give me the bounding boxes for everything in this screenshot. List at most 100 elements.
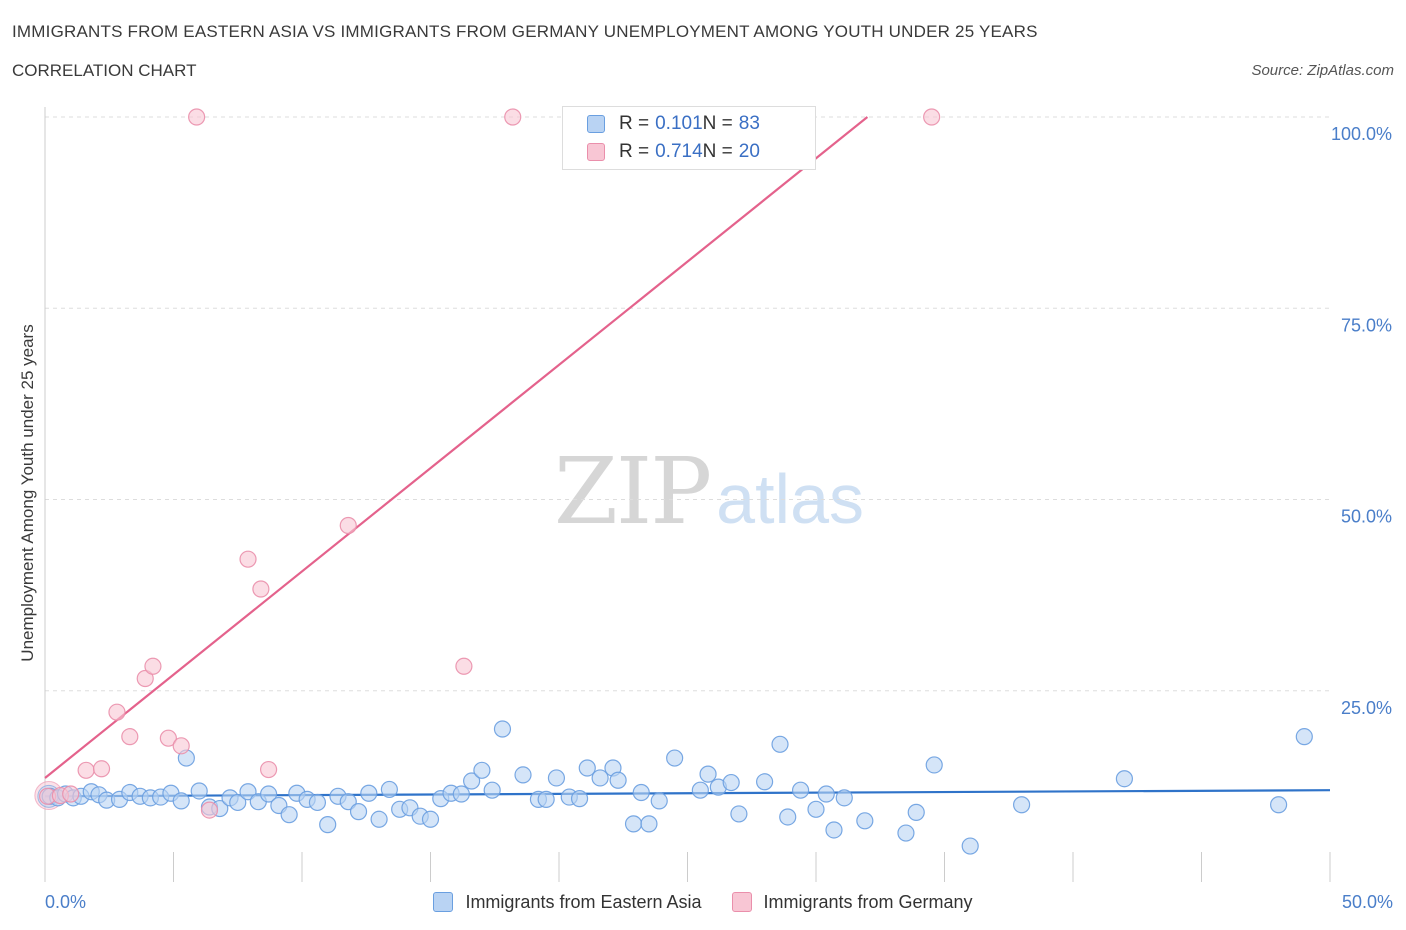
source-credit: Source: ZipAtlas.com	[1251, 62, 1394, 79]
point-eastern-asia	[172, 792, 190, 810]
point-eastern-asia	[578, 759, 596, 777]
point-germany	[121, 728, 139, 746]
point-eastern-asia	[835, 789, 853, 807]
x-tick-label-max: 50.0%	[1342, 892, 1393, 912]
point-germany	[172, 737, 190, 755]
trend-line-germany	[44, 116, 869, 779]
legend-item-germany: Immigrants from Germany	[731, 891, 973, 913]
point-eastern-asia	[319, 816, 337, 834]
data-points	[34, 108, 1313, 855]
point-germany	[339, 516, 357, 535]
point-eastern-asia	[791, 781, 810, 799]
trend-lines	[44, 116, 1331, 798]
point-germany	[923, 108, 941, 126]
legend-r-label: R =	[619, 113, 650, 134]
point-eastern-asia	[308, 793, 327, 812]
point-germany	[92, 760, 111, 778]
legend-swatch-pink	[587, 143, 605, 161]
point-eastern-asia	[730, 805, 748, 823]
point-eastern-asia	[817, 785, 835, 803]
point-eastern-asia	[609, 771, 627, 789]
point-eastern-asia	[666, 749, 684, 767]
point-germany	[188, 108, 206, 126]
point-germany	[136, 669, 154, 688]
point-germany	[455, 657, 473, 675]
point-eastern-asia	[961, 837, 979, 855]
watermark: ZIPatlas	[554, 438, 864, 545]
y-tick-label: 100.0%	[1331, 124, 1392, 144]
point-germany	[259, 760, 278, 779]
legend-r-value-germany: 0.714	[655, 141, 703, 162]
point-germany	[200, 801, 219, 819]
point-eastern-asia	[1295, 728, 1313, 746]
point-eastern-asia	[452, 785, 470, 803]
point-germany	[252, 580, 270, 598]
point-eastern-asia	[483, 781, 501, 799]
point-eastern-asia	[514, 766, 532, 784]
point-germany	[62, 785, 80, 803]
legend-row-eastern-asia: R = 0.101 N = 83	[587, 112, 760, 136]
point-eastern-asia	[190, 782, 208, 800]
legend-r-value-eastern-asia: 0.101	[655, 113, 703, 134]
point-eastern-asia	[755, 773, 774, 791]
grid-lines	[45, 116, 1330, 692]
legend-item-eastern-asia: Immigrants from Eastern Asia	[433, 891, 702, 913]
point-eastern-asia	[547, 769, 566, 787]
legend-n-value-eastern-asia: 83	[738, 113, 760, 134]
point-eastern-asia	[537, 790, 555, 808]
point-germany	[77, 761, 95, 779]
point-eastern-asia	[473, 761, 491, 779]
chart-title: IMMIGRANTS FROM EASTERN ASIA VS IMMIGRAN…	[12, 22, 1038, 41]
point-germany	[239, 550, 257, 568]
point-eastern-asia	[370, 810, 388, 828]
point-eastern-asia	[493, 720, 512, 738]
point-eastern-asia	[463, 772, 481, 790]
legend-n-label: N =	[702, 113, 733, 134]
point-eastern-asia	[1012, 796, 1031, 814]
legend-swatch-pink	[731, 892, 752, 912]
point-eastern-asia	[360, 784, 378, 802]
point-germany	[144, 657, 162, 675]
point-eastern-asia	[239, 783, 257, 801]
axes	[44, 107, 1331, 882]
point-eastern-asia	[925, 756, 943, 774]
point-eastern-asia	[640, 815, 658, 833]
legend-row-germany: R = 0.714 N = 20	[587, 140, 760, 164]
legend-label-eastern-asia: Immigrants from Eastern Asia	[465, 891, 702, 912]
y-tick-label: 25.0%	[1341, 698, 1392, 718]
stats-legend: R = 0.101 N = 83 R = 0.714 N = 20	[562, 106, 816, 170]
point-eastern-asia	[259, 785, 278, 803]
chart-subtitle: CORRELATION CHART	[12, 61, 197, 80]
x-tick-label-min: 0.0%	[45, 892, 86, 912]
point-eastern-asia	[722, 773, 740, 792]
legend-swatch-blue	[433, 892, 454, 912]
series-legend: Immigrants from Eastern Asia Immigrants …	[0, 888, 1406, 916]
point-eastern-asia	[421, 810, 440, 828]
watermark-zip: ZIP	[554, 438, 712, 545]
point-eastern-asia	[570, 790, 589, 808]
y-tick-label: 75.0%	[1341, 315, 1392, 335]
legend-label-germany: Immigrants from Germany	[763, 891, 973, 912]
legend-swatch-blue	[587, 115, 605, 133]
point-eastern-asia	[650, 792, 668, 810]
point-eastern-asia	[856, 812, 874, 830]
tick-labels: 25.0% 50.0% 75.0% 100.0% 0.0% 50.0%	[45, 124, 1393, 912]
point-eastern-asia	[632, 783, 650, 802]
point-eastern-asia	[691, 781, 709, 799]
point-eastern-asia	[280, 806, 298, 824]
point-eastern-asia	[624, 815, 643, 833]
point-eastern-asia	[897, 824, 915, 842]
point-eastern-asia	[380, 780, 398, 799]
legend-n-label: N =	[702, 141, 733, 162]
point-germany	[108, 703, 126, 721]
point-eastern-asia	[1269, 796, 1288, 814]
point-germany	[504, 108, 522, 126]
point-eastern-asia	[807, 800, 825, 818]
point-eastern-asia	[825, 821, 843, 839]
point-germany	[159, 729, 177, 747]
point-eastern-asia	[771, 735, 789, 753]
point-eastern-asia	[349, 803, 368, 821]
point-eastern-asia	[229, 793, 247, 812]
y-tick-label: 50.0%	[1341, 507, 1392, 527]
